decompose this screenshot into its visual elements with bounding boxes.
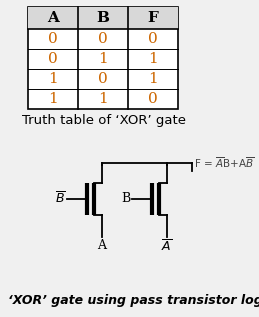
Text: 0: 0 — [148, 92, 158, 106]
Text: 0: 0 — [48, 32, 58, 46]
Text: 0: 0 — [48, 52, 58, 66]
Text: 1: 1 — [48, 92, 58, 106]
Text: 0: 0 — [98, 32, 108, 46]
Text: 1: 1 — [98, 92, 108, 106]
Text: Truth table of ‘XOR’ gate: Truth table of ‘XOR’ gate — [22, 114, 186, 127]
Text: ‘XOR’ gate using pass transistor logic: ‘XOR’ gate using pass transistor logic — [8, 294, 259, 307]
Text: B: B — [97, 11, 110, 25]
Text: A: A — [47, 11, 59, 25]
Text: 1: 1 — [48, 72, 58, 86]
Text: 1: 1 — [148, 72, 158, 86]
Text: A: A — [97, 239, 106, 252]
Text: 0: 0 — [98, 72, 108, 86]
Text: $\overline{B}$: $\overline{B}$ — [55, 191, 66, 207]
Text: F: F — [148, 11, 159, 25]
Text: B: B — [121, 192, 131, 205]
Text: 1: 1 — [148, 52, 158, 66]
Text: $\overline{A}$: $\overline{A}$ — [161, 239, 172, 255]
Bar — [28, 7, 178, 29]
Text: F = $\overline{A}$B+A$\overline{B}$: F = $\overline{A}$B+A$\overline{B}$ — [195, 156, 255, 170]
Text: 1: 1 — [98, 52, 108, 66]
Bar — [28, 7, 178, 109]
Text: 0: 0 — [148, 32, 158, 46]
